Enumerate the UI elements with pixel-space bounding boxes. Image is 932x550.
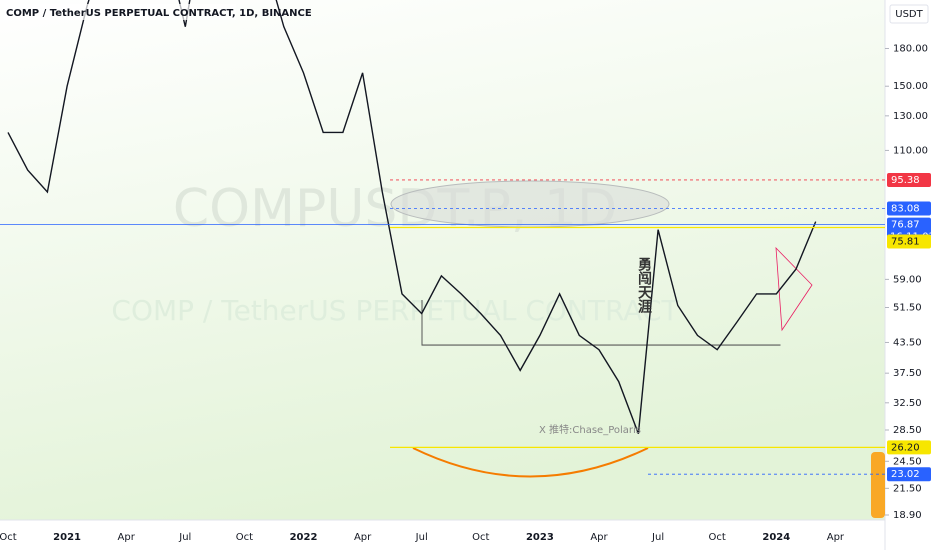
y-tick-label: 150.00 [893, 81, 928, 92]
price-label: 23.02 [891, 469, 920, 480]
y-tick-label: 43.50 [893, 337, 922, 348]
triangle-drawing [775, 246, 813, 332]
y-tick-label: 180.00 [893, 43, 928, 54]
y-tick-label: 24.50 [893, 456, 922, 467]
ellipse-drawing [390, 180, 670, 228]
y-tick-label: 21.50 [893, 483, 922, 494]
watermark-subtitle: COMP / TetherUS PERPETUAL CONTRACT [111, 294, 679, 327]
x-tick-label: Oct [472, 532, 489, 543]
x-tick-label: 2021 [53, 532, 81, 543]
x-tick-label: Jul [415, 532, 428, 543]
indicator-pill [871, 452, 885, 518]
y-tick-label: 110.00 [893, 145, 928, 156]
x-tick-label: Oct [709, 532, 726, 543]
annotation: 勇闯天涯 [636, 257, 652, 314]
annotation: X 推特:Chase_Polaris [539, 423, 641, 436]
price-line [7, 0, 817, 434]
x-tick-label: Apr [590, 532, 608, 543]
price-label: 76.87 [891, 220, 920, 231]
x-tick-label: Oct [0, 532, 17, 543]
y-tick-label: 59.00 [893, 274, 922, 285]
price-label: 83.08 [891, 204, 920, 215]
y-tick-label: 51.50 [893, 303, 922, 314]
x-tick-label: Apr [354, 532, 372, 543]
arc-drawing [412, 447, 649, 478]
x-tick-label: 2022 [290, 532, 318, 543]
price-label-box [887, 201, 931, 216]
currency: USDT [895, 9, 923, 20]
x-tick-label: Apr [118, 532, 136, 543]
x-tick-label: Apr [827, 532, 845, 543]
x-tick-label: 2023 [526, 532, 554, 543]
x-tick-label: Jul [651, 532, 664, 543]
price-label-box [887, 440, 931, 455]
price-label: 95.38 [891, 175, 920, 186]
x-tick-label: Oct [236, 532, 253, 543]
chart-title: COMP / TetherUS PERPETUAL CONTRACT, 1D, … [6, 8, 312, 19]
plot-background [0, 0, 885, 520]
price-label: 75.81 [891, 236, 920, 247]
y-tick-label: 37.50 [893, 368, 922, 379]
y-tick-label: 32.50 [893, 398, 922, 409]
drawings [7, 0, 817, 478]
price-label-box [887, 234, 931, 249]
y-tick-label: 28.50 [893, 425, 922, 436]
title-bg [4, 4, 236, 20]
y-tick-label: 130.00 [893, 111, 928, 122]
price-label-box [887, 467, 931, 482]
currency-box[interactable] [889, 4, 929, 24]
x-tick-label: 2024 [762, 532, 790, 543]
price-label: 26.20 [891, 442, 920, 453]
x-tick-label: Jul [178, 532, 191, 543]
y-tick-label: 18.90 [893, 510, 922, 521]
price-label-box [887, 172, 931, 187]
